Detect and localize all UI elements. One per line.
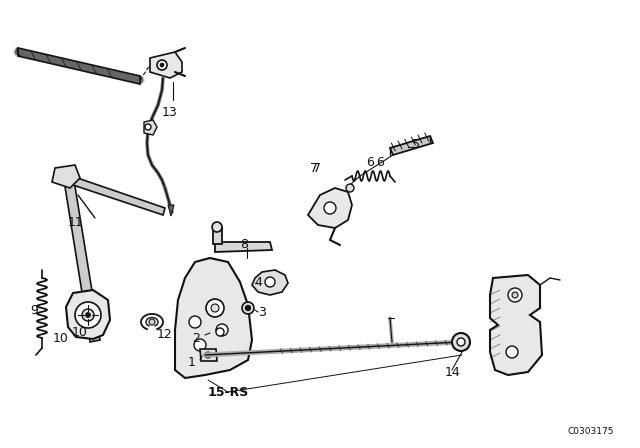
Text: 6: 6 xyxy=(366,155,374,168)
Circle shape xyxy=(508,288,522,302)
Circle shape xyxy=(145,124,151,130)
Text: 13: 13 xyxy=(162,105,178,119)
Circle shape xyxy=(242,302,254,314)
Circle shape xyxy=(149,319,155,325)
Circle shape xyxy=(512,292,518,298)
Polygon shape xyxy=(175,258,252,378)
Circle shape xyxy=(205,352,211,358)
Text: 12: 12 xyxy=(157,328,173,341)
Circle shape xyxy=(346,184,354,192)
Circle shape xyxy=(452,333,470,351)
Text: 7: 7 xyxy=(310,161,318,175)
Circle shape xyxy=(216,324,228,336)
Polygon shape xyxy=(62,168,100,342)
Polygon shape xyxy=(200,349,217,361)
Circle shape xyxy=(246,306,250,310)
Polygon shape xyxy=(52,165,80,188)
Polygon shape xyxy=(213,228,222,244)
Polygon shape xyxy=(168,205,174,216)
Circle shape xyxy=(160,63,164,67)
Circle shape xyxy=(206,299,224,317)
Polygon shape xyxy=(144,120,157,135)
Circle shape xyxy=(216,328,224,336)
Text: 3: 3 xyxy=(258,306,266,319)
Circle shape xyxy=(506,346,518,358)
Text: C0303175: C0303175 xyxy=(568,427,614,436)
Circle shape xyxy=(457,338,465,346)
Polygon shape xyxy=(390,136,433,155)
Ellipse shape xyxy=(209,327,230,338)
Circle shape xyxy=(324,202,336,214)
Text: 9: 9 xyxy=(30,303,38,316)
Polygon shape xyxy=(252,270,288,295)
Circle shape xyxy=(265,277,275,287)
Text: 4: 4 xyxy=(254,276,262,289)
Circle shape xyxy=(86,313,90,318)
Circle shape xyxy=(212,222,222,232)
Text: 10: 10 xyxy=(72,326,88,339)
Circle shape xyxy=(189,316,201,328)
Text: 10: 10 xyxy=(53,332,69,345)
Circle shape xyxy=(211,304,219,312)
Text: 6: 6 xyxy=(376,155,384,168)
Text: 5: 5 xyxy=(412,138,420,151)
Polygon shape xyxy=(58,172,165,215)
Text: 2: 2 xyxy=(192,332,200,345)
Text: 15-RS: 15-RS xyxy=(207,387,248,400)
Polygon shape xyxy=(490,275,542,375)
Text: 1: 1 xyxy=(188,357,196,370)
Circle shape xyxy=(194,339,206,351)
Circle shape xyxy=(82,309,94,321)
Polygon shape xyxy=(308,188,352,228)
Circle shape xyxy=(157,60,167,70)
Polygon shape xyxy=(215,242,272,252)
Text: 11: 11 xyxy=(68,215,84,228)
Text: 7: 7 xyxy=(313,161,321,175)
Polygon shape xyxy=(66,290,110,339)
Text: 14: 14 xyxy=(445,366,461,379)
Text: 8: 8 xyxy=(240,238,248,251)
Polygon shape xyxy=(150,52,182,78)
Circle shape xyxy=(75,302,101,328)
